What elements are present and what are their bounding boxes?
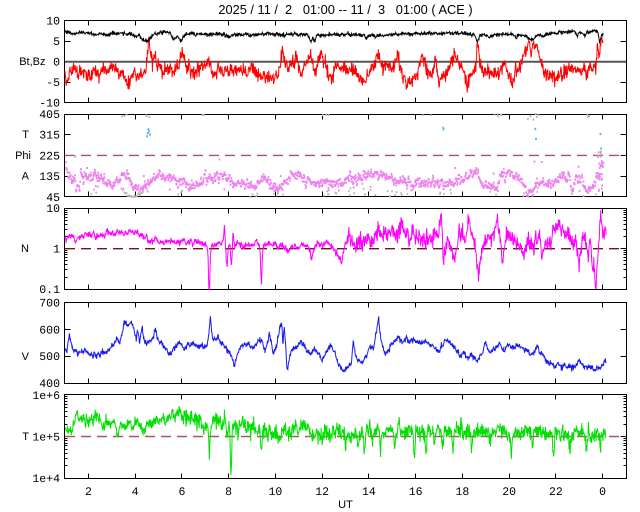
svg-text:1e+4: 1e+4 (32, 473, 60, 486)
svg-text:400: 400 (39, 378, 60, 391)
svg-text:8: 8 (225, 486, 232, 499)
svg-text:10: 10 (46, 203, 60, 216)
svg-text:10: 10 (268, 486, 282, 499)
svg-text:700: 700 (39, 297, 60, 310)
svg-text:225: 225 (39, 150, 60, 163)
svg-text:-10: -10 (39, 98, 60, 111)
svg-text:6: 6 (178, 486, 185, 499)
svg-text:315: 315 (39, 130, 60, 143)
svg-text:1e+6: 1e+6 (32, 390, 60, 403)
svg-text:2: 2 (85, 486, 92, 499)
svg-text:-5: -5 (46, 77, 60, 90)
svg-text:4: 4 (132, 486, 139, 499)
svg-text:22: 22 (549, 486, 563, 499)
svg-text:600: 600 (39, 324, 60, 337)
svg-text:V: V (22, 351, 30, 363)
svg-text:20: 20 (502, 486, 516, 499)
svg-text:A: A (22, 171, 30, 183)
svg-text:Phi: Phi (15, 150, 31, 162)
svg-text:18: 18 (455, 486, 469, 499)
svg-text:10: 10 (46, 16, 60, 29)
svg-text:1e+5: 1e+5 (32, 431, 60, 444)
svg-text:T: T (22, 129, 29, 141)
svg-text:T: T (22, 431, 29, 443)
svg-text:N: N (21, 243, 29, 255)
svg-text:14: 14 (362, 486, 376, 499)
svg-text:0: 0 (599, 486, 606, 499)
svg-text:1: 1 (53, 244, 60, 257)
svg-text:12: 12 (315, 486, 329, 499)
svg-text:45: 45 (46, 192, 60, 205)
svg-text:135: 135 (39, 171, 60, 184)
svg-text:0: 0 (53, 57, 60, 70)
svg-text:UT: UT (338, 499, 353, 511)
svg-text:2025 / 11 / 2 01:00 -- 11 /: 2025 / 11 / 2 01:00 -- 11 / 3 01:00 ( AC… (218, 2, 472, 17)
svg-text:5: 5 (53, 36, 60, 49)
svg-text:16: 16 (409, 486, 423, 499)
svg-text:405: 405 (39, 109, 60, 122)
svg-text:0.1: 0.1 (39, 284, 60, 297)
svg-text:Bt,Bz: Bt,Bz (19, 56, 45, 68)
svg-text:500: 500 (39, 351, 60, 364)
